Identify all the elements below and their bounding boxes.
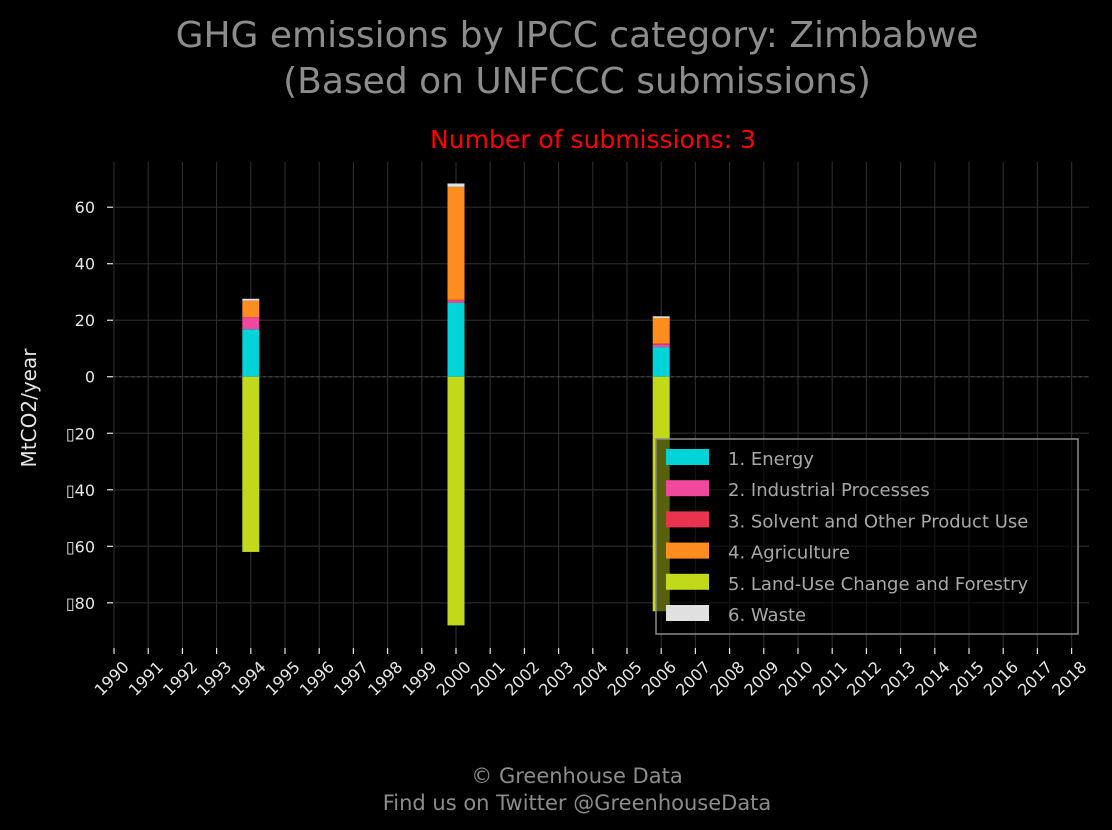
x-tick-label-2008: 2008: [706, 657, 748, 699]
chart-title-line2: (Based on UNFCCC submissions): [283, 61, 871, 102]
y-tick-label--80: ▯80: [66, 594, 95, 613]
x-tick-label-2015: 2015: [946, 657, 988, 699]
x-tick-label-2003: 2003: [535, 657, 577, 699]
bar-2000-series-2: [447, 300, 465, 303]
x-tick-label-2001: 2001: [467, 657, 509, 699]
x-tick-label-2000: 2000: [433, 657, 475, 699]
legend-swatch-5: [666, 573, 709, 590]
bar-1994-series-1: [242, 329, 260, 377]
x-tick-label-2013: 2013: [877, 657, 919, 699]
legend-box: [655, 438, 1079, 635]
bar-2000-series-4: [447, 186, 465, 300]
bar-1994-series-2: [242, 317, 260, 330]
x-tick-label-2010: 2010: [775, 657, 817, 699]
x-tick-label-2016: 2016: [980, 657, 1022, 699]
y-tick-label-20: 20: [75, 311, 95, 330]
x-tick-label-2006: 2006: [638, 657, 680, 699]
legend-label-2: 2. Industrial Processes: [728, 480, 930, 501]
bar-2006-series-4: [652, 317, 670, 344]
x-tick-label-2018: 2018: [1048, 657, 1090, 699]
legend-swatch-3: [666, 511, 709, 528]
chart-title-line1: GHG emissions by IPCC category: Zimbabwe: [176, 15, 979, 56]
x-tick-label-2007: 2007: [672, 657, 714, 699]
bar-1994-series-5: [242, 376, 260, 552]
x-tick-label-1990: 1990: [91, 657, 133, 699]
bar-2000-series-3: [447, 299, 465, 301]
x-tick-label-1995: 1995: [262, 657, 304, 699]
bar-2000-series-6: [447, 183, 465, 187]
x-tick-label-1998: 1998: [364, 657, 406, 699]
y-tick-label--60: ▯60: [66, 537, 95, 556]
x-tick-label-1993: 1993: [193, 657, 235, 699]
x-tick-label-1997: 1997: [330, 657, 372, 699]
y-tick-label--20: ▯20: [66, 424, 95, 443]
legend-swatch-4: [666, 542, 709, 559]
bar-2006-series-3: [652, 343, 670, 345]
bar-2006-series-1: [652, 347, 670, 377]
bar-2000-series-5: [447, 376, 465, 626]
y-tick-label-60: 60: [75, 198, 95, 217]
y-tick-label--40: ▯40: [66, 481, 95, 500]
legend-swatch-1: [666, 449, 709, 465]
x-tick-label-1992: 1992: [159, 657, 201, 699]
x-tick-label-1996: 1996: [296, 657, 338, 699]
x-tick-label-1994: 1994: [227, 657, 269, 699]
x-tick-label-2014: 2014: [911, 657, 953, 699]
x-tick-label-2011: 2011: [809, 657, 851, 699]
bars: [242, 183, 670, 626]
legend-label-5: 5. Land-Use Change and Forestry: [728, 574, 1028, 595]
legend: 1. Energy 2. Industrial Processes 3. Solve…: [655, 438, 1079, 635]
x-tick-label-2012: 2012: [843, 657, 885, 699]
bar-2000-series-1: [447, 302, 465, 377]
x-tick-label-1991: 1991: [125, 657, 167, 699]
bar-1994-series-6: [242, 298, 260, 301]
legend-label-6: 6. Waste: [728, 605, 806, 626]
footer-copyright: © Greenhouse Data: [471, 764, 682, 788]
y-axis-label: MtCO2/year: [17, 348, 41, 468]
footer-twitter: Find us on Twitter @GreenhouseData: [383, 791, 772, 815]
bar-2006-series-2: [652, 344, 670, 348]
x-tick-label-2002: 2002: [501, 657, 543, 699]
legend-label-4: 4. Agriculture: [728, 543, 850, 564]
x-tick-label-1999: 1999: [398, 657, 440, 699]
legend-label-3: 3. Solvent and Other Product Use: [728, 511, 1028, 532]
bar-2006-series-6: [652, 316, 670, 318]
x-tick-label-2009: 2009: [740, 657, 782, 699]
x-tick-label-2005: 2005: [604, 657, 646, 699]
legend-swatch-6: [666, 605, 709, 621]
x-tick-label-2017: 2017: [1014, 657, 1056, 699]
chart-subtitle: Number of submissions: 3: [430, 125, 756, 154]
y-tick-label-40: 40: [75, 255, 95, 274]
y-tick-label-0: 0: [85, 368, 95, 387]
bar-1994-series-4: [242, 300, 260, 318]
legend-swatch-2: [666, 480, 709, 497]
legend-label-1: 1. Energy: [728, 449, 814, 470]
x-tick-label-2004: 2004: [569, 657, 611, 699]
